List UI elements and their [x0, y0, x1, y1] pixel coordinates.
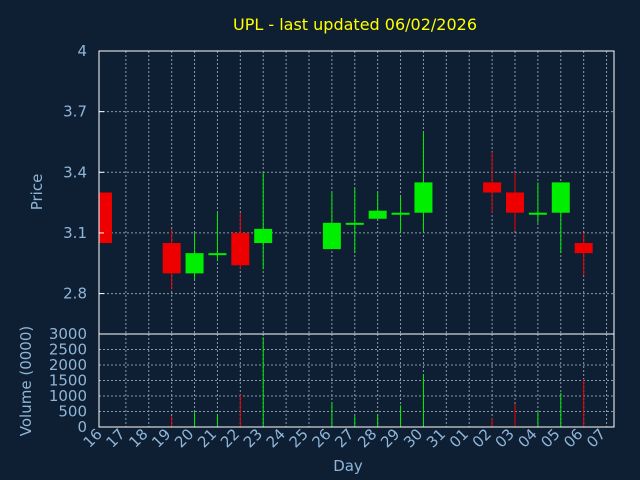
volume-tick-label: 500 [58, 403, 87, 421]
candle-body [574, 243, 593, 254]
price-tick-label: 3.7 [63, 103, 87, 121]
candle-body [506, 192, 524, 213]
volume-panel-frame [98, 333, 615, 428]
candle-body [208, 253, 227, 256]
price-tick-label: 3.1 [63, 224, 87, 242]
volume-tick-label: 2500 [49, 341, 87, 359]
candle-body [162, 243, 181, 274]
volume-tick-label: 1500 [49, 372, 87, 390]
candle-body [528, 212, 547, 215]
candle-body [254, 228, 273, 244]
x-axis-ticks: 1617181920212223242526272829303101020304… [80, 425, 610, 451]
candles [99, 131, 593, 290]
candle-body [551, 182, 570, 213]
candle-body [483, 182, 502, 193]
price-tick-label: 2.8 [63, 285, 87, 303]
candle-body [322, 222, 341, 250]
chart-title: UPL - last updated 06/02/2026 [233, 15, 477, 34]
candle-body [345, 222, 364, 225]
price-axis-label: Price [28, 174, 46, 211]
volume-axis-label: Volume (0000) [17, 326, 35, 436]
candle-body [414, 182, 433, 213]
volume-tick-label: 0 [77, 418, 87, 436]
volume-bars [171, 337, 585, 427]
price-axis-ticks: 2.8 3.1 3.4 3.7 4 [63, 42, 104, 303]
volume-tick-label: 2000 [49, 356, 87, 374]
price-tick-label: 3.4 [63, 163, 87, 181]
candle-body [231, 232, 250, 266]
volume-tick-label: 3000 [49, 325, 87, 343]
candle-body [99, 192, 112, 244]
candle-body [185, 253, 204, 274]
candle-body [391, 212, 410, 215]
volume-tick-label: 1000 [49, 387, 87, 405]
price-tick-label: 4 [77, 42, 87, 60]
candle-body [368, 210, 387, 219]
x-axis-label: Day [333, 457, 363, 475]
